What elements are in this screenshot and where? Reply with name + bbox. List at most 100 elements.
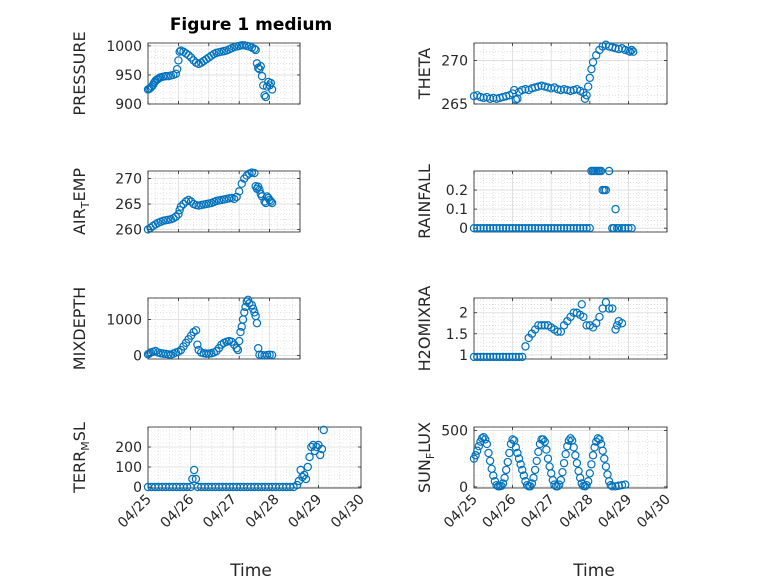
data-point xyxy=(534,82,543,91)
data-point xyxy=(608,482,617,491)
data-point xyxy=(191,474,201,484)
data-point xyxy=(588,451,598,460)
data-point xyxy=(473,446,482,455)
data-point xyxy=(474,442,484,451)
data-point xyxy=(521,223,530,233)
data-point xyxy=(543,83,553,92)
data-point xyxy=(582,91,591,100)
data-point xyxy=(624,223,633,233)
data-point xyxy=(473,352,482,362)
data-point xyxy=(553,327,562,336)
data-point xyxy=(476,92,485,102)
data-point xyxy=(538,435,548,444)
data-point xyxy=(181,49,191,58)
data-point xyxy=(481,435,490,444)
data-point xyxy=(527,479,537,488)
data-point xyxy=(625,47,635,56)
data-point xyxy=(547,223,556,233)
y-tick-label: 500 xyxy=(441,423,468,439)
data-point xyxy=(518,465,527,475)
data-series xyxy=(469,432,630,491)
y-tick-label: 0 xyxy=(133,480,142,496)
data-point xyxy=(485,352,495,362)
data-point xyxy=(489,352,498,362)
data-point xyxy=(479,93,488,103)
data-point xyxy=(617,319,627,328)
data-point xyxy=(492,223,501,233)
data-point xyxy=(579,312,588,322)
data-point xyxy=(174,56,183,65)
data-point xyxy=(582,223,591,233)
y-tick-label: 900 xyxy=(115,97,142,113)
data-point xyxy=(501,465,511,475)
data-point xyxy=(620,223,630,233)
data-point xyxy=(479,223,488,233)
data-point xyxy=(495,223,504,233)
y-tick-label: 0.1 xyxy=(446,202,468,218)
data-point xyxy=(540,223,549,233)
data-point xyxy=(614,481,623,490)
data-point xyxy=(250,44,259,54)
data-point xyxy=(569,85,578,95)
subplot-5: 0 1000 MIXDEPTH xyxy=(70,287,301,370)
data-point xyxy=(484,448,493,458)
data-point xyxy=(495,352,504,362)
data-point xyxy=(530,465,540,475)
data-point xyxy=(556,327,566,336)
y-tick-label: 100 xyxy=(115,460,142,476)
data-point xyxy=(248,304,258,313)
data-point xyxy=(193,340,202,349)
data-point xyxy=(232,344,241,353)
data-point xyxy=(252,318,262,328)
data-point xyxy=(511,443,521,452)
data-point xyxy=(257,71,267,81)
data-point xyxy=(505,352,514,362)
y-tick-label: 265 xyxy=(115,197,142,213)
y-tick-label: 1000 xyxy=(106,39,142,55)
x-tick-label: 04/28 xyxy=(557,492,597,532)
data-point xyxy=(153,74,163,84)
y-tick-label: 1.5 xyxy=(446,327,468,343)
data-point xyxy=(569,223,578,233)
axes-frame xyxy=(473,297,668,360)
y-tick-label: 270 xyxy=(441,53,468,69)
y-tick-label: 270 xyxy=(115,172,142,188)
data-point xyxy=(585,73,595,83)
data-point xyxy=(233,345,243,355)
data-point xyxy=(247,300,257,310)
data-point xyxy=(614,44,623,54)
data-point xyxy=(303,462,312,472)
data-point xyxy=(606,480,615,490)
data-point xyxy=(505,223,514,233)
x-axis-label: Time xyxy=(229,561,272,581)
data-point xyxy=(489,223,498,233)
data-point xyxy=(189,327,198,337)
y-axis-label: SUNFLUX xyxy=(415,422,437,493)
data-point xyxy=(473,223,482,233)
data-point xyxy=(601,462,611,471)
data-point xyxy=(563,223,572,233)
data-point xyxy=(579,223,588,233)
data-point xyxy=(508,223,517,233)
data-point xyxy=(260,91,269,100)
data-point xyxy=(485,456,495,466)
data-point xyxy=(267,198,277,208)
x-tick-label: 04/25 xyxy=(441,492,481,532)
data-point xyxy=(604,166,614,176)
data-point xyxy=(240,308,249,317)
subplot-1: 900 950 1000 PRESSURE xyxy=(70,31,301,116)
data-point xyxy=(188,474,197,484)
axes-frame xyxy=(473,42,668,105)
data-point xyxy=(514,223,524,233)
y-tick-label: 0.2 xyxy=(446,183,468,199)
data-point xyxy=(575,223,585,233)
y-tick-label: 2 xyxy=(459,306,468,322)
subplot-4: 0 0.1 0.2 RAINFALL xyxy=(415,164,668,239)
y-axis-label: AIRTEMP xyxy=(70,168,92,235)
x-tick-label: 04/29 xyxy=(285,492,325,532)
data-point xyxy=(250,308,259,317)
data-point xyxy=(550,223,559,233)
x-tick-label: 04/27 xyxy=(518,492,558,532)
y-tick-label: 0 xyxy=(459,480,468,496)
